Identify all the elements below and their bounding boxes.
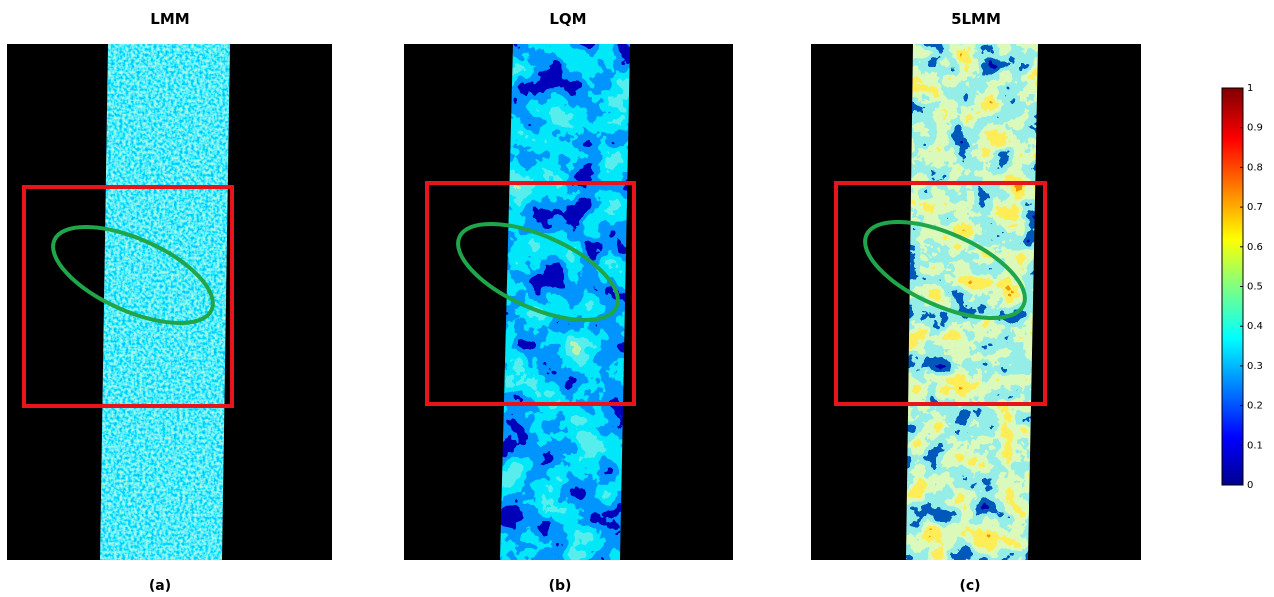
tick-label: 0.1 xyxy=(1247,440,1263,451)
tick-label: 0.9 xyxy=(1247,123,1263,134)
tick-label: 0.8 xyxy=(1247,162,1263,173)
tick-label: 0.7 xyxy=(1247,202,1263,213)
tick-label: 0.5 xyxy=(1247,282,1263,293)
red-box xyxy=(834,181,1047,406)
panel-caption: (a) xyxy=(149,578,171,594)
tick-label: 0.2 xyxy=(1247,401,1263,412)
panel-title: LMM xyxy=(150,10,189,28)
tick-label: 0.6 xyxy=(1247,242,1263,253)
panel-title: LQM xyxy=(549,10,586,28)
green-ellipse xyxy=(456,221,620,323)
panel-title: 5LMM xyxy=(951,10,1001,28)
colorbar xyxy=(1221,87,1244,486)
tick-label: 1 xyxy=(1247,83,1253,94)
red-box xyxy=(425,181,636,406)
green-ellipse xyxy=(863,219,1027,321)
panel-caption: (c) xyxy=(959,578,980,594)
heatmap xyxy=(100,44,230,560)
tick-label: 0 xyxy=(1247,480,1253,491)
tick-label: 0.3 xyxy=(1247,361,1263,372)
green-ellipse xyxy=(51,224,215,326)
panel-caption: (b) xyxy=(549,578,572,594)
red-box xyxy=(22,185,234,408)
tick-label: 0.4 xyxy=(1247,321,1263,332)
